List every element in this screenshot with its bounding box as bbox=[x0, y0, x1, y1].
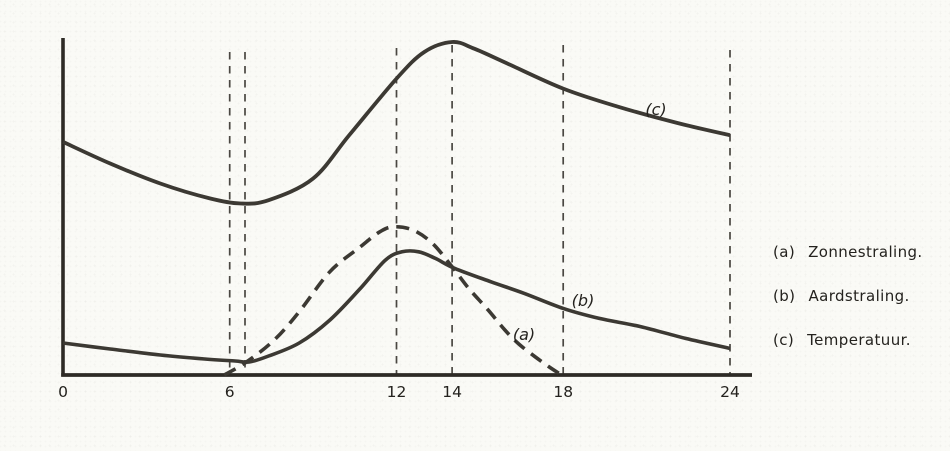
legend-label-temperatuur: Temperatuur. bbox=[807, 331, 911, 349]
curve-a bbox=[223, 224, 562, 377]
legend: (a) Zonnestraling. (b) Aardstraling. (c)… bbox=[773, 243, 923, 375]
legend-item-zonnestraling: (a) Zonnestraling. bbox=[773, 243, 923, 261]
x-tick-label-0: 0 bbox=[58, 383, 68, 401]
curve-label-b: (b) bbox=[572, 291, 595, 310]
legend-key-b: (b) bbox=[773, 287, 796, 305]
legend-label-aardstraling: Aardstraling. bbox=[808, 287, 910, 305]
legend-label-zonnestraling: Zonnestraling. bbox=[808, 243, 923, 261]
legend-item-aardstraling: (b) Aardstraling. bbox=[773, 287, 923, 305]
curve-label-c: (c) bbox=[645, 100, 666, 119]
curve-label-a: (a) bbox=[513, 325, 535, 344]
x-tick-label-24: 24 bbox=[720, 383, 740, 401]
legend-key-c: (c) bbox=[773, 331, 795, 349]
curve-b bbox=[62, 249, 731, 365]
x-tick-label-12: 12 bbox=[387, 383, 407, 401]
x-tick-label-6: 6 bbox=[225, 383, 235, 401]
curve-c bbox=[62, 40, 731, 206]
x-tick-label-14: 14 bbox=[442, 383, 462, 401]
legend-key-a: (a) bbox=[773, 243, 796, 261]
x-tick-label-18: 18 bbox=[553, 383, 573, 401]
legend-item-temperatuur: (c) Temperatuur. bbox=[773, 331, 923, 349]
